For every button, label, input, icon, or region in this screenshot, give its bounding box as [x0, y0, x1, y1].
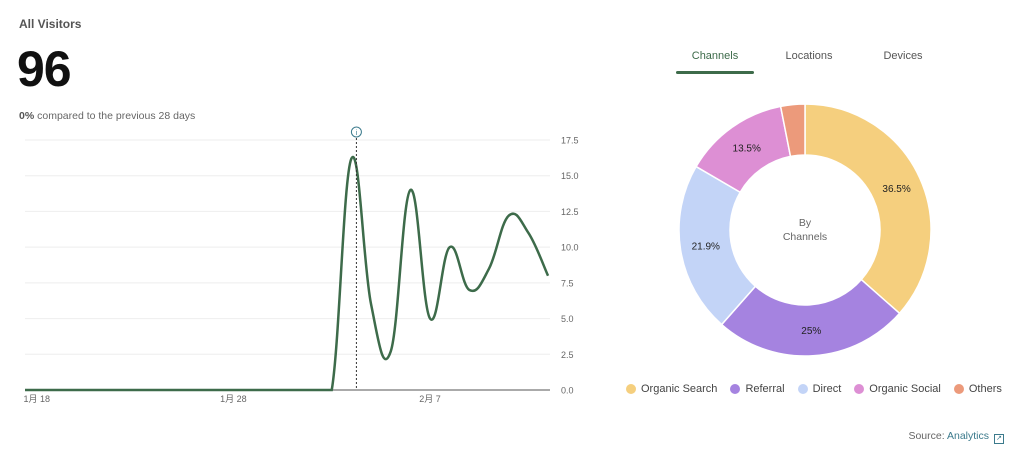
- legend-item[interactable]: Organic Search: [626, 383, 717, 395]
- tab-locations[interactable]: Locations: [785, 50, 833, 62]
- y-tick-label: 0.0: [561, 386, 574, 396]
- legend-swatch: [626, 384, 636, 394]
- y-tick-label: 10.0: [561, 243, 579, 253]
- comparison-label: compared to the previous 28 days: [37, 110, 196, 122]
- legend-swatch: [730, 384, 741, 394]
- comparison-value: 0%: [19, 110, 35, 122]
- legend-swatch: [797, 384, 808, 394]
- y-tick-label: 2.5: [561, 350, 574, 360]
- external-link-icon[interactable]: ↗: [994, 434, 1004, 444]
- legend-item[interactable]: Others: [953, 383, 1002, 395]
- donut-legend: Organic Search Referral Direct Organic Soci…: [626, 383, 1002, 395]
- tab-channels[interactable]: Channels: [668, 50, 762, 74]
- channels-donut-chart: 36.5% 25% 21.9% 13.5% By Channels: [678, 103, 932, 357]
- slice-label: 21.9%: [692, 242, 720, 253]
- x-tick-label: 2月 7: [419, 394, 441, 404]
- donut-center-label: By: [799, 217, 812, 229]
- visitor-total: 96: [17, 41, 72, 97]
- slice-label: 36.5%: [882, 184, 910, 195]
- analytics-link[interactable]: Analytics: [946, 430, 989, 442]
- legend-item[interactable]: Referral: [730, 383, 785, 395]
- y-tick-label: 12.5: [561, 207, 579, 217]
- donut-slice: [804, 103, 932, 315]
- x-tick-label: 1月 28: [220, 394, 247, 404]
- slice-label: 13.5%: [733, 144, 761, 155]
- slice-label: 25%: [801, 326, 821, 337]
- info-icon-glyph: i: [356, 130, 358, 137]
- legend-item[interactable]: Organic Social: [854, 383, 941, 395]
- donut-slice: [779, 103, 806, 158]
- y-tick-label: 17.5: [561, 136, 579, 146]
- legend-label: Direct: [812, 383, 842, 395]
- legend-swatch: [953, 384, 964, 394]
- legend-label: Referral: [745, 383, 785, 395]
- y-tick-label: 7.5: [561, 278, 574, 288]
- y-tick-label: 15.0: [561, 171, 579, 181]
- legend-item[interactable]: Direct: [797, 383, 842, 395]
- donut-center-label: Channels: [783, 231, 827, 243]
- visitors-line: [25, 155, 550, 392]
- y-tick-label: 5.0: [561, 314, 574, 324]
- legend-swatch: [854, 384, 865, 394]
- donut-slice: [720, 278, 901, 357]
- x-tick-label: 1月 18: [24, 394, 51, 404]
- source-label: Source:: [908, 430, 945, 442]
- source-attribution: Source: Analytics ↗: [908, 430, 1004, 444]
- visitors-line-chart: 0.0 2.5 5.0 7.5 10.0 12.5 15.0 17.5 1月 18 1月 28 2月…: [24, 126, 579, 404]
- card-title: All Visitors: [19, 17, 82, 31]
- comparison-text: 0% compared to the previous 28 days: [19, 110, 195, 122]
- legend-label: Organic Search: [641, 383, 718, 395]
- tab-devices[interactable]: Devices: [883, 50, 923, 62]
- breakdown-tabs: Channels Locations Devices: [668, 50, 950, 74]
- info-icon: [350, 126, 362, 138]
- legend-label: Organic Social: [869, 383, 941, 395]
- legend-label: Others: [968, 383, 1002, 395]
